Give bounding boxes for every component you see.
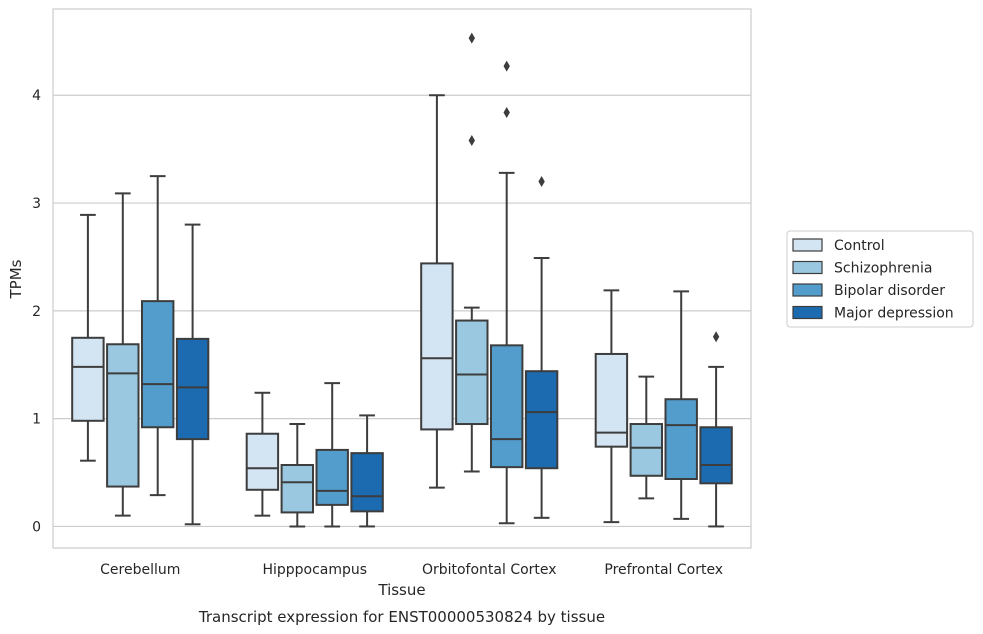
box-schizophrenia — [280, 423, 315, 528]
box-bipolar-disorder — [315, 382, 349, 528]
y-tick-labels: 0 1 2 3 4 — [32, 88, 41, 535]
box-schizophrenia — [629, 375, 664, 500]
legend-label: Control — [834, 238, 885, 254]
box-major-depression — [175, 223, 210, 526]
box-schizophrenia — [455, 32, 489, 473]
legend-swatch — [792, 238, 823, 252]
x-tick-label: Cerebellum — [100, 562, 180, 578]
y-tick-label: 2 — [32, 304, 41, 320]
box-bipolar-disorder — [489, 60, 524, 525]
legend-swatch — [792, 305, 823, 320]
box-iqr — [524, 370, 559, 470]
box-iqr — [71, 336, 105, 422]
box-iqr — [664, 398, 698, 481]
legend: Control Schizophrenia Bipolar disorder Majo… — [786, 230, 974, 328]
box-control — [420, 94, 454, 489]
box-iqr — [350, 452, 384, 513]
box-bipolar-disorder — [140, 175, 175, 497]
x-tick-label: Hipppocampus — [262, 562, 367, 578]
y-tick-label: 1 — [32, 412, 41, 428]
legend-frame — [786, 230, 974, 328]
box-iqr — [629, 423, 664, 477]
box-schizophrenia — [106, 192, 140, 517]
x-tick-label: Orbitofontal Cortex — [422, 562, 557, 578]
y-tick-label: 3 — [32, 196, 41, 212]
box-major-depression — [524, 175, 559, 519]
box-iqr — [489, 344, 524, 469]
box-iqr — [280, 463, 315, 514]
box-iqr — [455, 319, 489, 426]
y-axis-label: TPMs — [7, 259, 25, 299]
box-major-depression — [699, 331, 733, 528]
x-tick-labels: Cerebellum Hipppocampus Orbitofontal Corte… — [100, 562, 723, 578]
box-iqr — [699, 426, 733, 485]
outlier-point — [538, 175, 545, 187]
outlier-point — [468, 32, 475, 44]
y-tick-label: 4 — [32, 88, 41, 104]
outlier-point — [503, 106, 510, 118]
x-axis-label: Tissue — [377, 581, 425, 599]
box-control — [245, 391, 280, 517]
x-tick-label: Prefrontal Cortex — [604, 562, 723, 578]
box-iqr — [420, 262, 454, 431]
legend-swatch — [792, 260, 823, 275]
legend-swatch — [792, 283, 823, 297]
box-iqr — [315, 448, 349, 506]
outlier-point — [503, 60, 510, 72]
outlier-point — [712, 331, 720, 343]
legend-label: Schizophrenia — [834, 261, 932, 277]
box-control — [594, 289, 629, 524]
outlier-point — [468, 135, 475, 147]
y-tick-label: 0 — [32, 519, 41, 535]
box-iqr — [594, 352, 629, 448]
box-iqr — [245, 432, 280, 491]
box-iqr — [106, 343, 140, 488]
box-bipolar-disorder — [664, 290, 698, 520]
box-major-depression — [350, 414, 384, 528]
legend-label: Major depression — [834, 306, 954, 322]
box-iqr — [175, 337, 210, 441]
box-control — [71, 213, 105, 462]
chart-caption: Transcript expression for ENST0000053082… — [198, 608, 605, 626]
box-iqr — [140, 300, 175, 429]
box-groups — [71, 32, 733, 528]
legend-label: Bipolar disorder — [834, 283, 945, 299]
